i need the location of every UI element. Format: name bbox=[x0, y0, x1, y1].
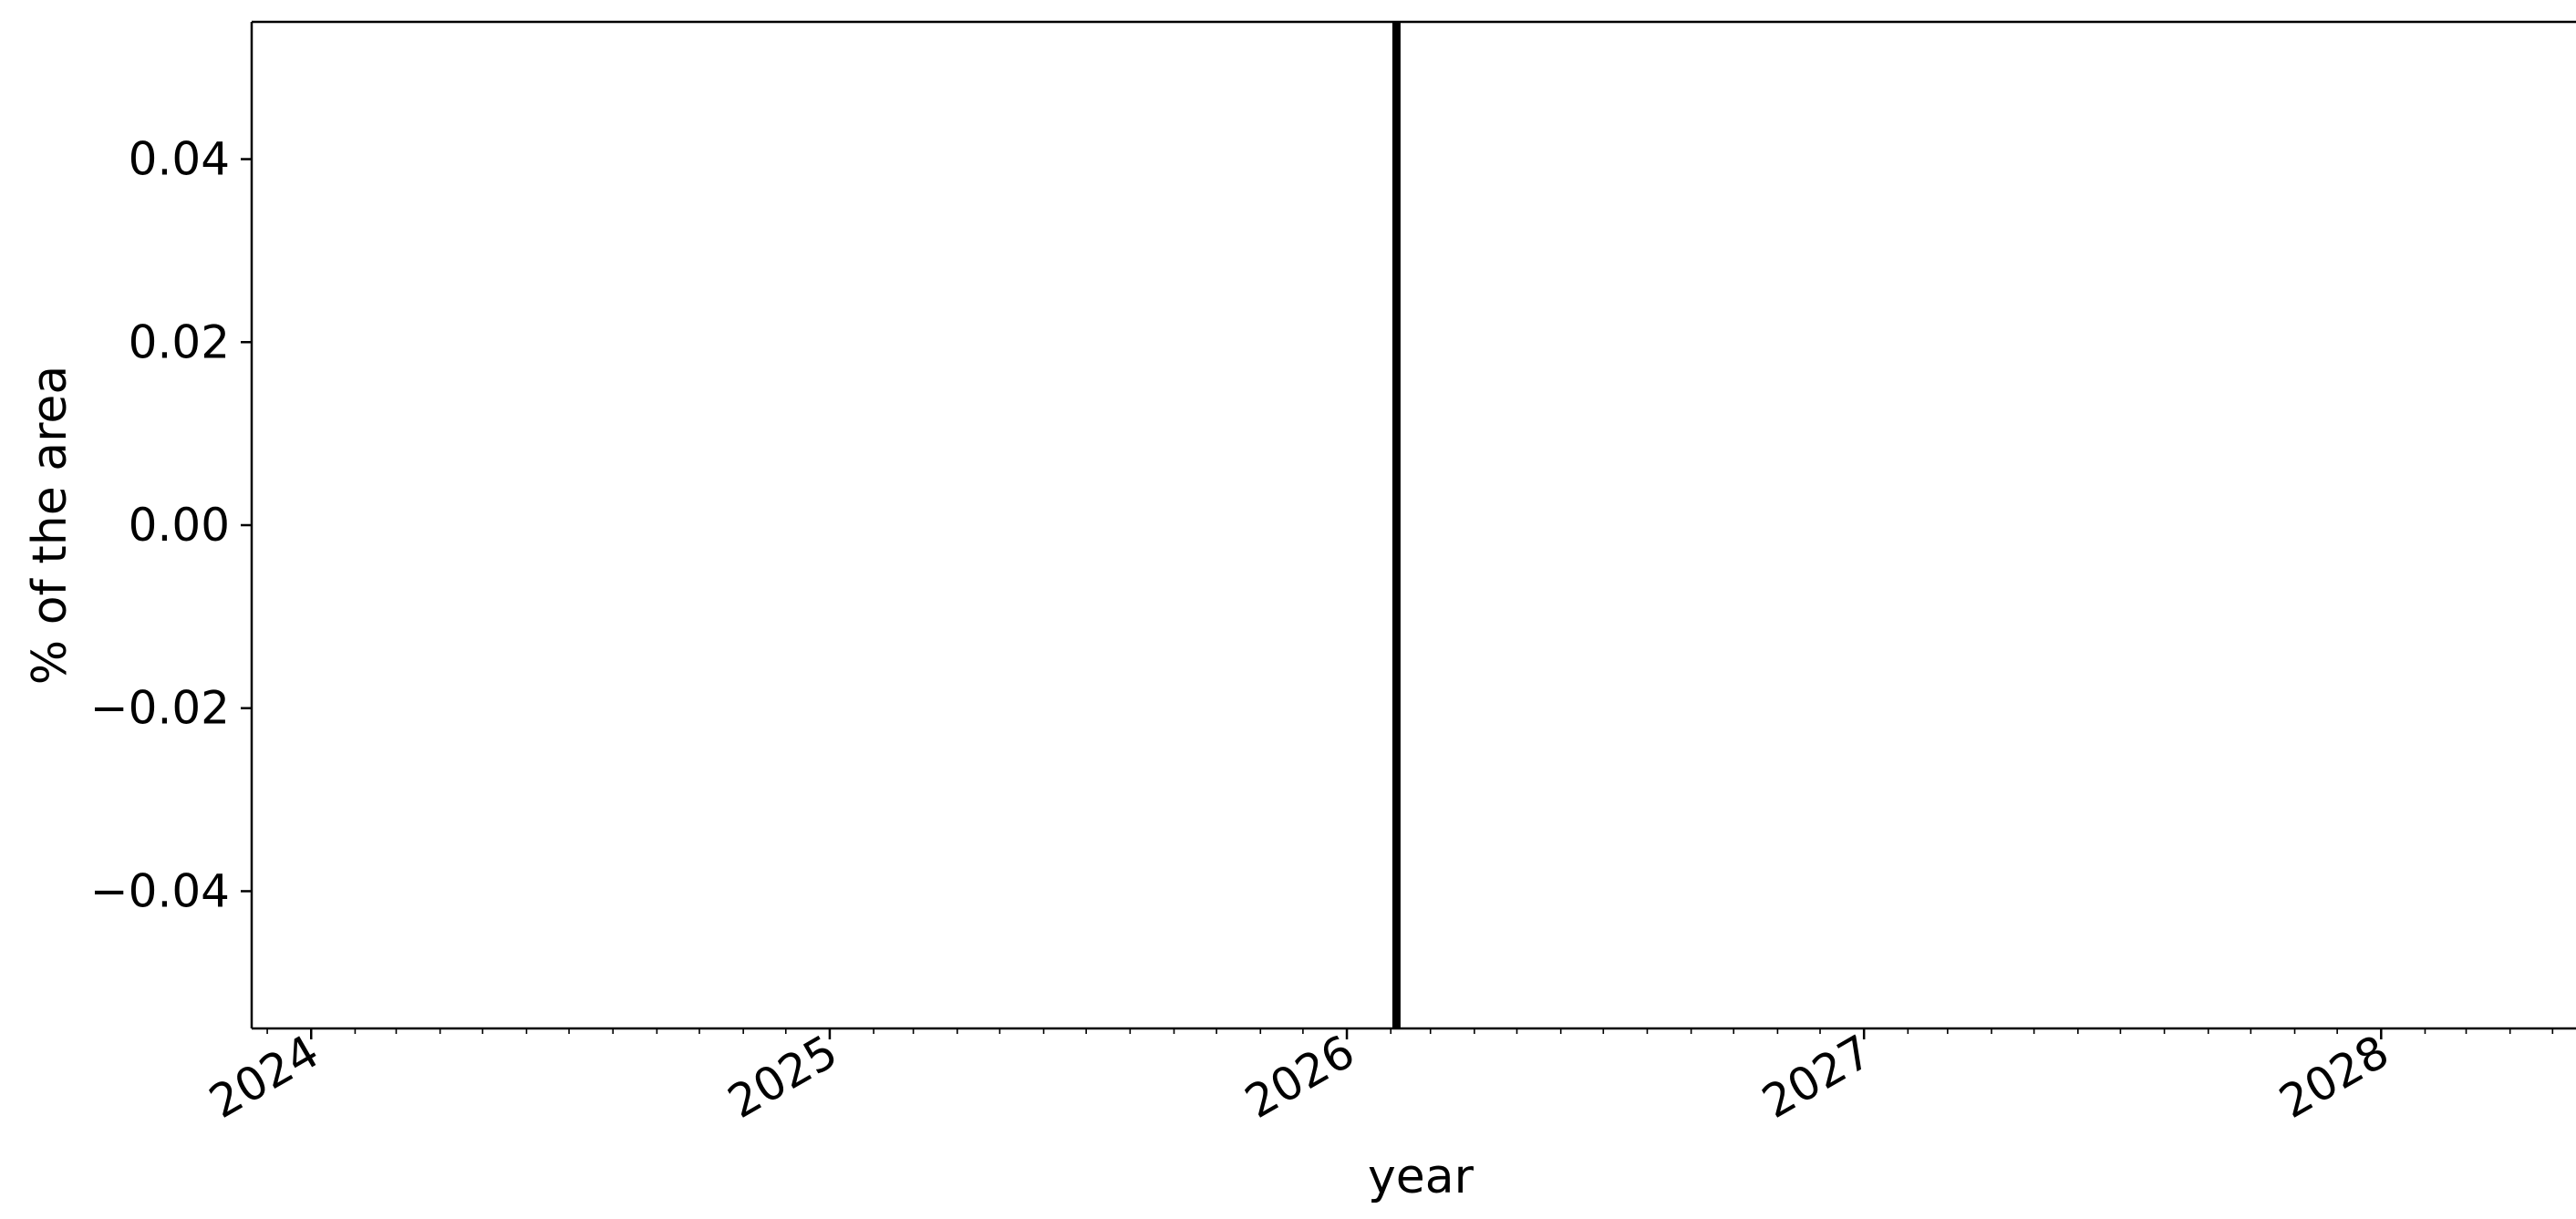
x-tick-label: 2026 bbox=[1236, 1025, 1363, 1129]
x-tick-label: 2028 bbox=[2271, 1025, 2397, 1129]
y-tick-label: 0.02 bbox=[129, 315, 230, 368]
x-tick-label: 2027 bbox=[1754, 1025, 1880, 1129]
y-tick-label: 0.04 bbox=[129, 133, 230, 186]
x-axis-label: year bbox=[1368, 1150, 1474, 1204]
y-tick-label: −0.02 bbox=[90, 682, 230, 735]
y-tick-label: −0.04 bbox=[90, 864, 230, 917]
y-tick-label: 0.00 bbox=[129, 499, 230, 552]
plot-area bbox=[252, 22, 2576, 1028]
x-tick-label: 2024 bbox=[201, 1025, 327, 1129]
y-axis-label: % of the area bbox=[23, 366, 78, 685]
x-tick-label: 2025 bbox=[719, 1025, 846, 1129]
